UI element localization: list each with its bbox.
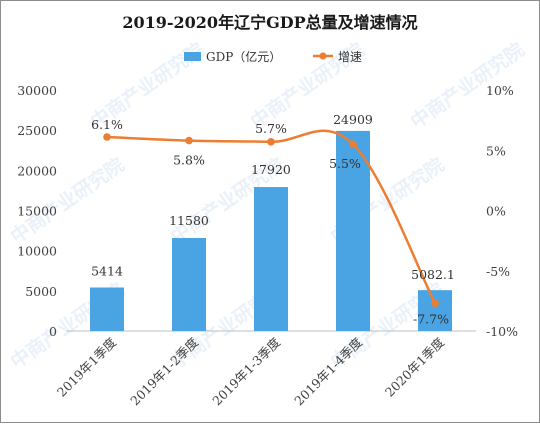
y-left-tick-label: 15000: [17, 204, 57, 219]
growth-data-label: 5.7%: [255, 121, 287, 136]
gdp-bar: [254, 187, 288, 331]
y-right-tick-label: 0%: [486, 204, 506, 219]
data-labels: 5414 11580 17920 24909 5082.1 6.1% 5.8% 5.7% 5.5…: [91, 112, 455, 326]
legend-swatch-gdp: [184, 52, 201, 61]
gdp-data-label: 24909: [333, 112, 373, 127]
legend-marker-growth: [319, 52, 327, 60]
growth-point: [185, 136, 193, 145]
legend: GDP（亿元） 增速: [184, 49, 362, 64]
chart-title: 2019-2020年辽宁GDP总量及增速情况: [122, 13, 417, 32]
x-tick-label: 2019年1季度: [54, 334, 120, 400]
line-series: [103, 129, 439, 308]
y-right-tick-label: 5%: [486, 143, 506, 158]
y-right-tick-label: -10%: [486, 324, 518, 339]
x-tick-label: 2019年1-3季度: [209, 334, 283, 408]
x-tick-label: 2019年1-4季度: [291, 334, 365, 408]
legend-label-gdp: GDP（亿元）: [206, 49, 281, 64]
gdp-bar: [336, 130, 370, 331]
legend-label-growth: 增速: [338, 50, 362, 64]
y-right-tick-label: 10%: [486, 83, 514, 98]
gdp-data-label: 11580: [169, 213, 209, 228]
gdp-bar: [172, 237, 206, 331]
gdp-data-label: 17920: [251, 162, 291, 177]
y-left-tick-label: 0: [49, 324, 57, 339]
gdp-data-label: 5414: [91, 264, 123, 279]
growth-point: [103, 133, 111, 141]
growth-point: [267, 138, 275, 146]
gdp-data-label: 5082.1: [411, 267, 455, 282]
growth-data-label: -7.7%: [413, 311, 449, 326]
x-tick-label: 2019年1-2季度: [127, 334, 201, 408]
growth-data-label: 5.5%: [329, 156, 361, 171]
growth-point: [349, 140, 357, 149]
gdp-bar: [90, 287, 124, 331]
growth-data-label: 5.8%: [173, 153, 205, 168]
y-left-tick-label: 25000: [17, 123, 57, 138]
growth-data-label: 6.1%: [91, 117, 123, 132]
x-tick-label: 2020年1季度: [382, 334, 448, 400]
y-left-tick-label: 10000: [17, 244, 57, 259]
bar-series: [90, 130, 452, 331]
growth-line: [106, 129, 437, 304]
y-left-tick-label: 20000: [17, 163, 57, 178]
y-left-tick-label: 30000: [17, 83, 57, 98]
gdp-bar: [418, 290, 452, 331]
growth-point: [431, 299, 439, 308]
y-left-tick-label: 5000: [25, 284, 57, 299]
y-right-tick-label: -5%: [486, 264, 510, 279]
